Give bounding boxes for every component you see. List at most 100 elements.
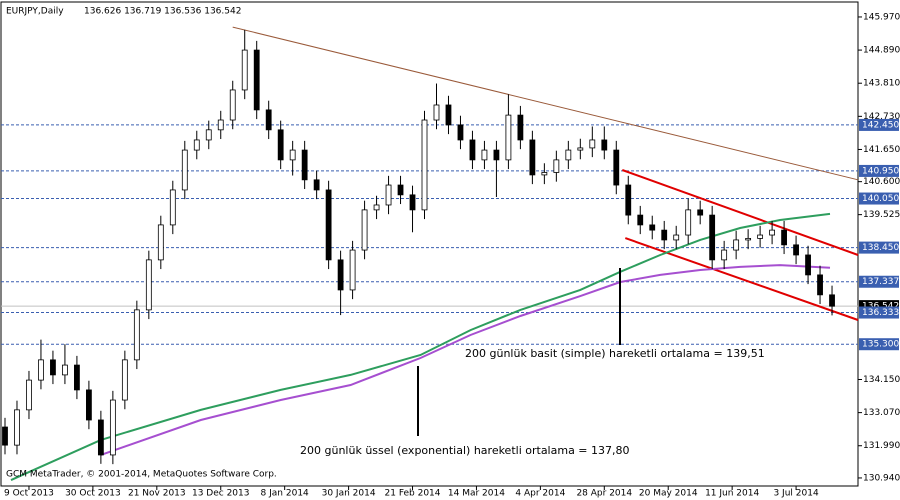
candle-body bbox=[26, 379, 32, 411]
level-box bbox=[859, 306, 899, 319]
candle-body bbox=[157, 224, 164, 261]
x-tick-label: 21 Feb 2014 bbox=[385, 489, 441, 499]
candle-body bbox=[205, 129, 212, 141]
candle-body bbox=[829, 294, 835, 307]
level-label: 142.450 bbox=[862, 120, 899, 130]
x-tick-label: 28 Apr 2014 bbox=[576, 489, 632, 499]
y-tick-label: 144.890 bbox=[863, 46, 900, 56]
candle-body bbox=[169, 189, 176, 226]
candle-body bbox=[421, 119, 428, 211]
y-tick-label: 139.525 bbox=[863, 210, 900, 220]
candle-body bbox=[62, 364, 68, 376]
level-box bbox=[859, 118, 899, 131]
axes: 145.970 144.890 143.810 142.730 141.650 140.6… bbox=[4, 12, 900, 498]
trendline bbox=[621, 169, 859, 256]
plot-frame bbox=[0, 1, 859, 487]
candle-body bbox=[457, 124, 464, 141]
candle-body bbox=[469, 139, 476, 161]
candle-body bbox=[349, 249, 356, 291]
candle-body bbox=[745, 238, 752, 241]
annotation: 200 günlük basit (simple) hareketli orta… bbox=[465, 347, 765, 360]
candle-body bbox=[181, 149, 188, 191]
x-tick-label: 30 Oct 2013 bbox=[65, 489, 121, 499]
candle-body bbox=[529, 139, 536, 176]
candle-body bbox=[289, 149, 296, 161]
y-tick-label: 143.810 bbox=[863, 79, 900, 89]
x-tick-label: 14 Mar 2014 bbox=[448, 489, 505, 499]
candle-body bbox=[85, 389, 92, 421]
y-tick-label: 133.070 bbox=[863, 408, 900, 418]
candle-body bbox=[769, 229, 776, 236]
level-box bbox=[859, 164, 899, 177]
level-label: 137.337 bbox=[862, 277, 899, 287]
moving-average bbox=[10, 212, 831, 482]
candle-body bbox=[661, 229, 668, 241]
level-box bbox=[859, 275, 899, 288]
level-label: 136.333 bbox=[862, 308, 899, 318]
candle-body bbox=[697, 209, 704, 216]
candle-body bbox=[337, 259, 344, 291]
candle-body bbox=[277, 129, 284, 161]
moving-average bbox=[100, 264, 831, 456]
footer: GCM MetaTrader, © 2001-2014, MetaQuotes … bbox=[6, 470, 277, 480]
candle-body bbox=[817, 274, 823, 296]
y-tick-label: 134.150 bbox=[863, 375, 900, 385]
level-label: 135.300 bbox=[862, 340, 899, 350]
candle-body bbox=[109, 399, 116, 456]
x-tick-label: 20 May 2014 bbox=[639, 489, 698, 499]
candle-body bbox=[625, 184, 632, 216]
candle-body bbox=[709, 214, 716, 261]
candle-body bbox=[601, 139, 608, 151]
trendline bbox=[624, 237, 859, 321]
candle-body bbox=[2, 426, 8, 446]
x-tick-label: 30 Jan 2014 bbox=[322, 489, 376, 499]
candle-body bbox=[805, 254, 811, 276]
x-tick-label: 13 Dec 2013 bbox=[192, 489, 250, 499]
candle-body bbox=[361, 209, 368, 251]
candles bbox=[2, 29, 835, 465]
candle-body bbox=[781, 229, 787, 246]
candle-body bbox=[613, 149, 620, 186]
candle-body bbox=[301, 149, 308, 181]
x-tick-label: 11 Jun 2014 bbox=[705, 489, 759, 499]
candle-body bbox=[721, 249, 728, 261]
candle-body bbox=[121, 359, 128, 401]
candle-body bbox=[133, 309, 140, 361]
trendline bbox=[232, 26, 859, 181]
level-label: 140.950 bbox=[862, 166, 899, 176]
candle-body bbox=[265, 109, 272, 131]
candle-body bbox=[505, 114, 512, 161]
candle-body bbox=[553, 159, 560, 173]
candle-body bbox=[445, 104, 452, 126]
candle-body bbox=[757, 234, 764, 239]
candle-body bbox=[373, 204, 380, 211]
y-tick-label: 145.970 bbox=[863, 12, 900, 22]
candle-body bbox=[793, 244, 799, 256]
candle-body bbox=[193, 139, 200, 151]
x-tick-label: 4 Apr 2014 bbox=[515, 489, 565, 499]
candle-body bbox=[733, 239, 740, 251]
candle-body bbox=[385, 184, 392, 206]
candle-body bbox=[253, 49, 260, 111]
candle-body bbox=[589, 139, 596, 149]
candle-body bbox=[97, 419, 104, 456]
candle-body bbox=[541, 172, 548, 176]
candle-body bbox=[50, 359, 56, 376]
x-tick-label: 3 Jul 2014 bbox=[773, 489, 818, 499]
candle-body bbox=[637, 214, 644, 226]
candle-body bbox=[649, 224, 656, 231]
candle-body bbox=[217, 119, 224, 131]
candle-body bbox=[313, 179, 320, 191]
ohlc-readout: 136.626 136.719 136.536 136.542 bbox=[84, 7, 241, 17]
candle-body bbox=[74, 364, 80, 391]
level-box bbox=[859, 241, 899, 254]
candle-body bbox=[493, 149, 500, 161]
candle-body bbox=[229, 89, 236, 121]
level-box bbox=[859, 192, 899, 205]
y-tick-label: 141.650 bbox=[863, 145, 900, 155]
x-tick-label: 9 Oct 2013 bbox=[4, 489, 54, 499]
candle-body bbox=[481, 149, 488, 161]
candle-body bbox=[38, 359, 44, 381]
annotation: 200 günlük üssel (exponential) hareketli… bbox=[300, 444, 630, 457]
